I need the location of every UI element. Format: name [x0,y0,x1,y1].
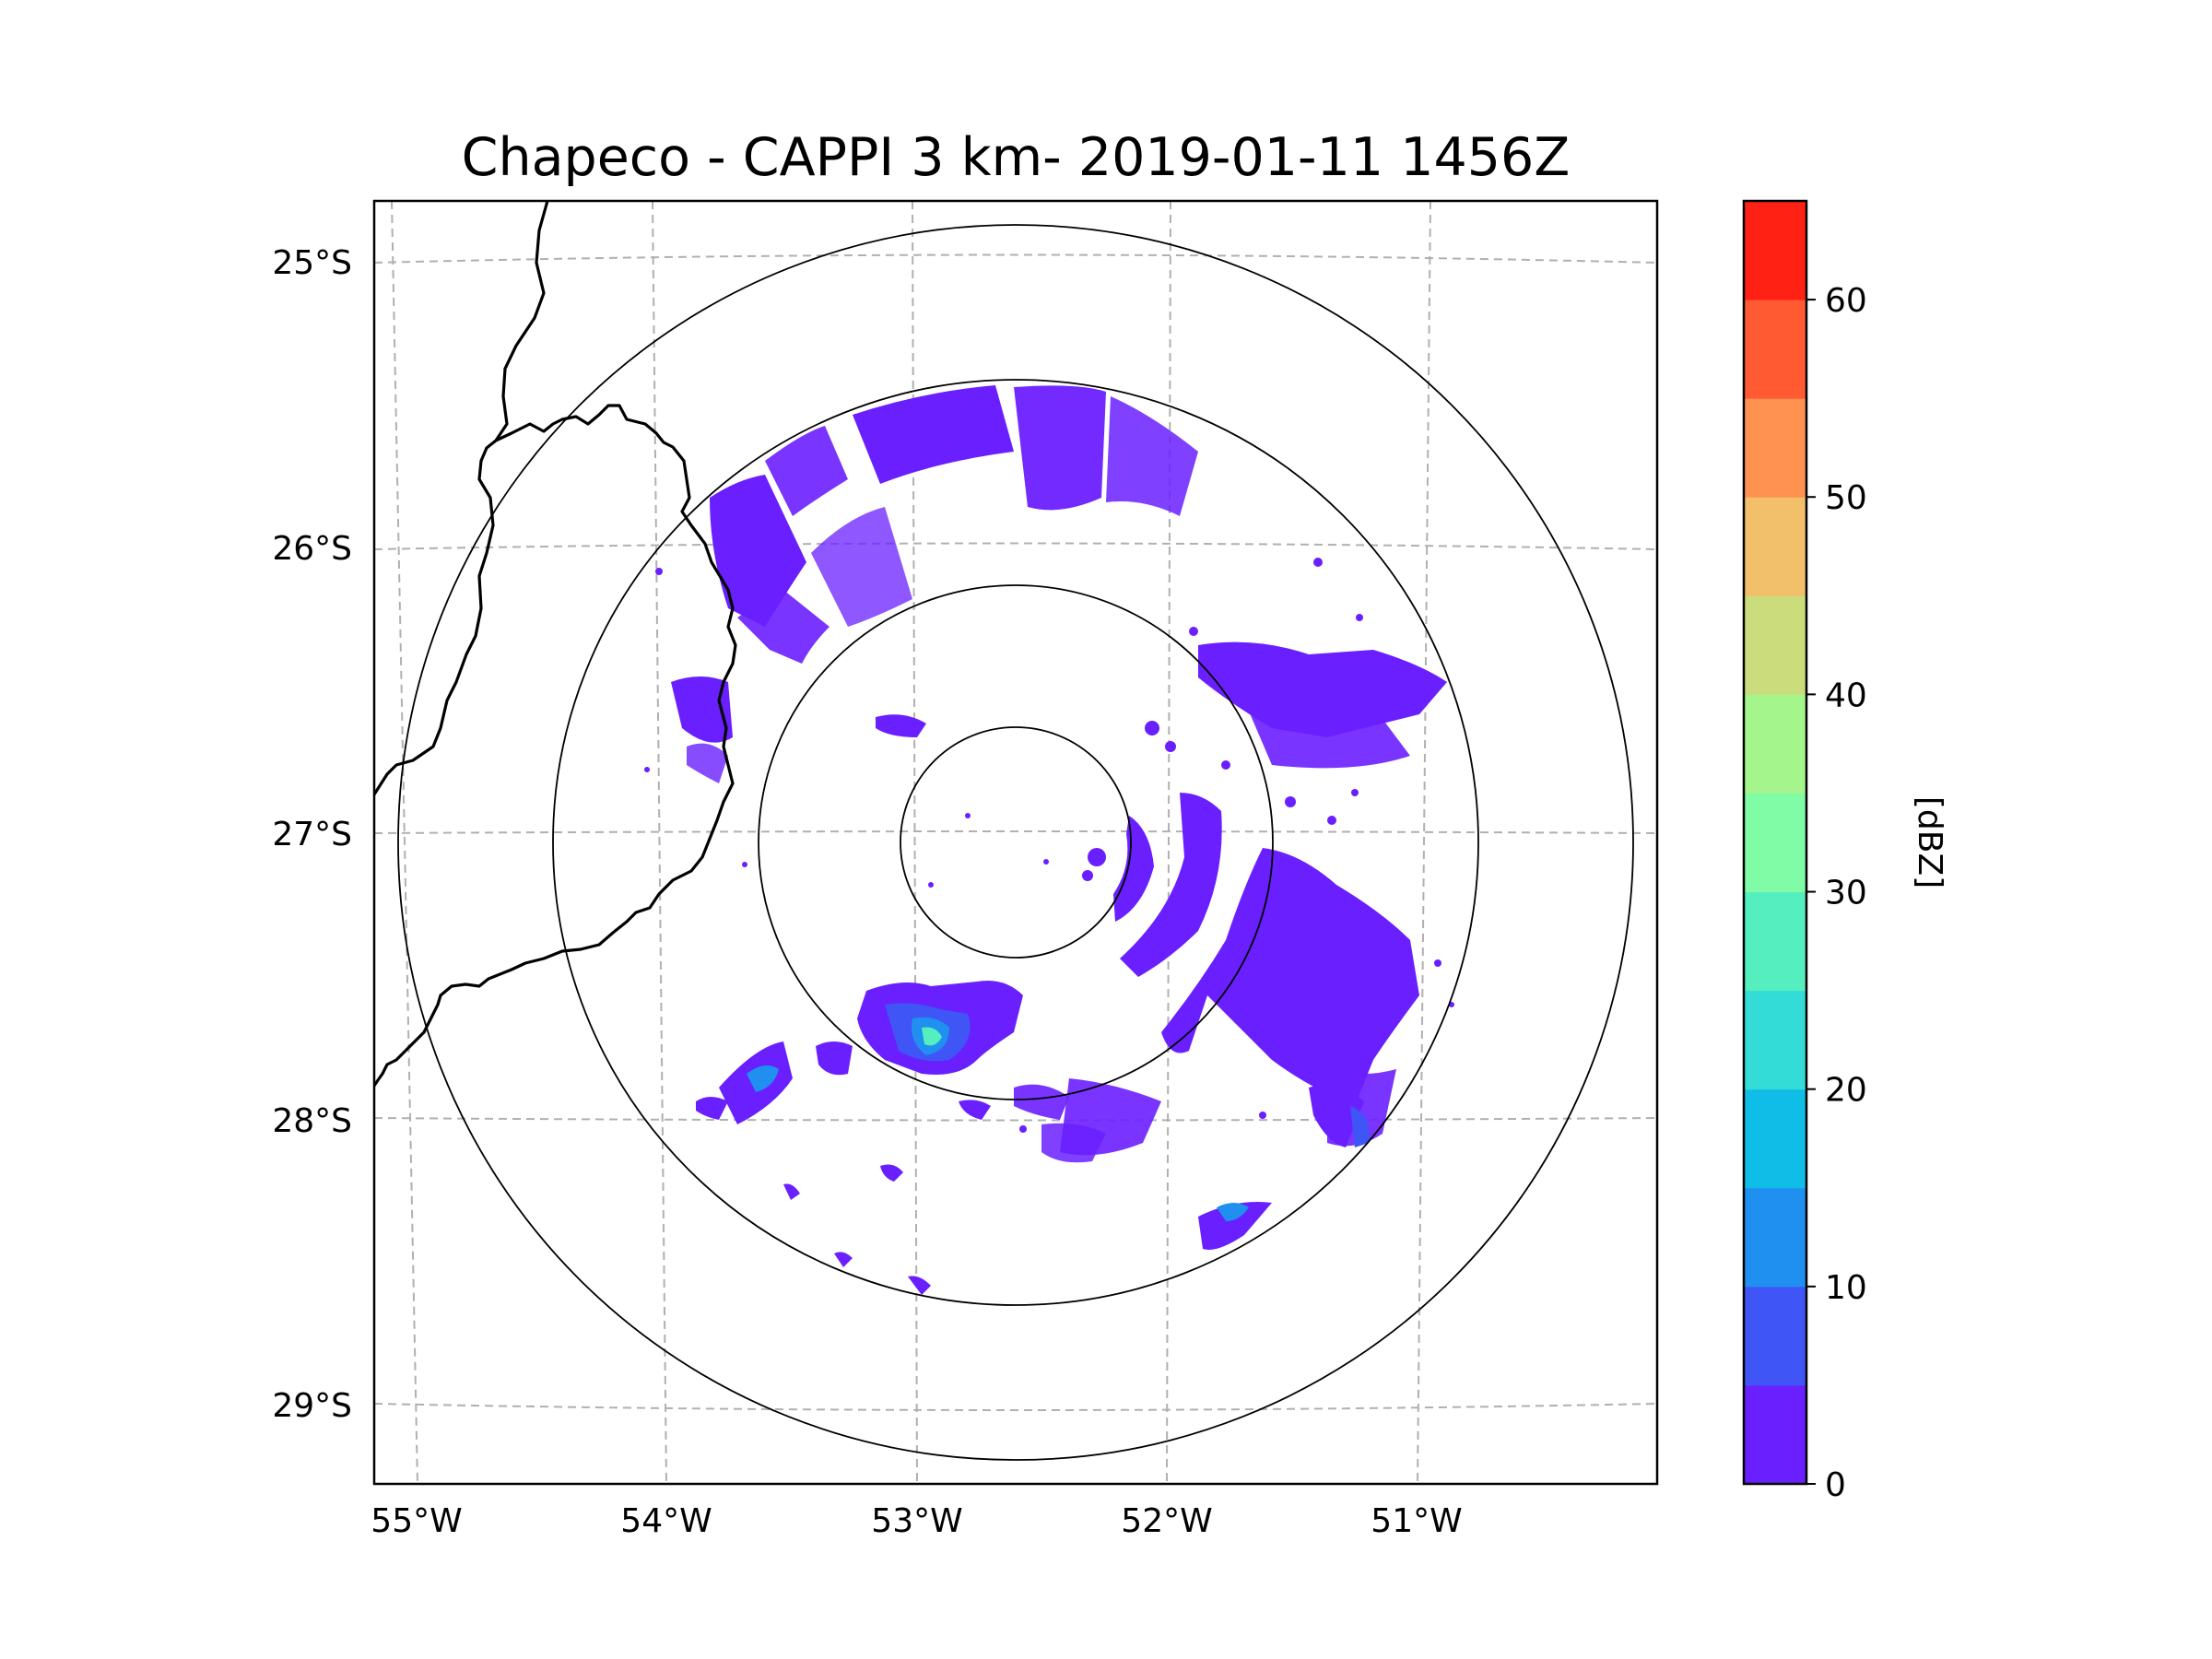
x-tick-label: 52°W [1121,1502,1212,1540]
range-ring-2 [758,584,1274,1100]
colorbar-segment [1744,1286,1806,1386]
range-ring-1 [900,726,1132,959]
echo-east-band [1198,641,1447,769]
x-tick-labels: 55°W 54°W 53°W 52°W 51°W [371,1502,1462,1540]
y-tick-labels: 25°S 26°S 27°S 28°S 29°S [272,244,352,1425]
colorbar-tick-label: 50 [1825,479,1867,517]
chart-title: Chapeco - CAPPI 3 km- 2019-01-11 1456Z [462,127,1571,188]
parallel-26s [374,542,1657,550]
map-background [374,201,1657,1484]
colorbar: 0 10 20 30 40 50 60 [dBZ] [1742,199,1948,1504]
border-misiones [374,404,737,1087]
colorbar-segment [1744,497,1806,596]
colorbar-tick-label: 0 [1825,1466,1846,1504]
parallel-27s [374,830,1657,834]
range-ring-4 [397,224,1634,1461]
border-argentina-brazil [374,201,549,795]
range-rings [397,224,1634,1461]
colorbar-ticks: 0 10 20 30 40 50 60 [1806,282,1867,1504]
x-tick-label: 53°W [871,1502,962,1540]
colorbar-segment [1744,595,1806,695]
x-tick-label: 51°W [1371,1502,1462,1540]
colorbar-segment [1744,1088,1806,1189]
colorbar-label: [dBZ] [1911,796,1948,888]
colorbar-tick-label: 60 [1825,282,1867,320]
colorbar-segments [1744,201,1806,1485]
colorbar-segment [1744,1187,1806,1288]
echo-far-south [783,714,1370,1295]
x-tick-label: 54°W [620,1502,712,1540]
map-frame [372,199,1659,1486]
y-tick-label: 25°S [272,244,352,282]
colorbar-segment [1744,990,1806,1090]
echo-north-arc [710,385,1198,664]
range-ring-3 [552,379,1479,1306]
colorbar-segment [1744,300,1806,399]
colorbar-segment [1744,891,1806,992]
colorbar-tick-label: 10 [1825,1269,1867,1307]
y-tick-label: 29°S [272,1387,352,1425]
colorbar-segment [1744,793,1806,893]
echo-south-cluster [696,981,1023,1124]
y-tick-label: 27°S [272,816,352,853]
colorbar-tick-label: 30 [1825,875,1867,912]
colorbar-tick-label: 20 [1825,1072,1867,1110]
y-tick-label: 26°S [272,530,352,568]
meridian-52w [1166,201,1171,1484]
colorbar-frame [1742,199,1808,1486]
colorbar-segment [1744,1384,1806,1485]
echo-west-lobe [671,677,733,783]
colorbar-segment [1744,398,1806,498]
colorbar-tick-label: 40 [1825,677,1867,714]
meridian-54w [652,201,667,1484]
parallel-28s [374,1117,1657,1122]
y-tick-label: 28°S [272,1102,352,1140]
radar-echoes [644,385,1454,1295]
parallel-29s [374,1403,1657,1411]
x-tick-label: 55°W [371,1502,462,1540]
graticule [374,201,1657,1484]
colorbar-segment [1744,201,1806,300]
colorbar-segment [1744,694,1806,794]
meridian-55w [391,201,418,1484]
map-area [374,201,1657,1484]
meridian-51w [1417,201,1431,1484]
echo-inner-east [1113,793,1222,977]
parallel-25s [374,253,1657,264]
political-borders [374,201,737,1087]
